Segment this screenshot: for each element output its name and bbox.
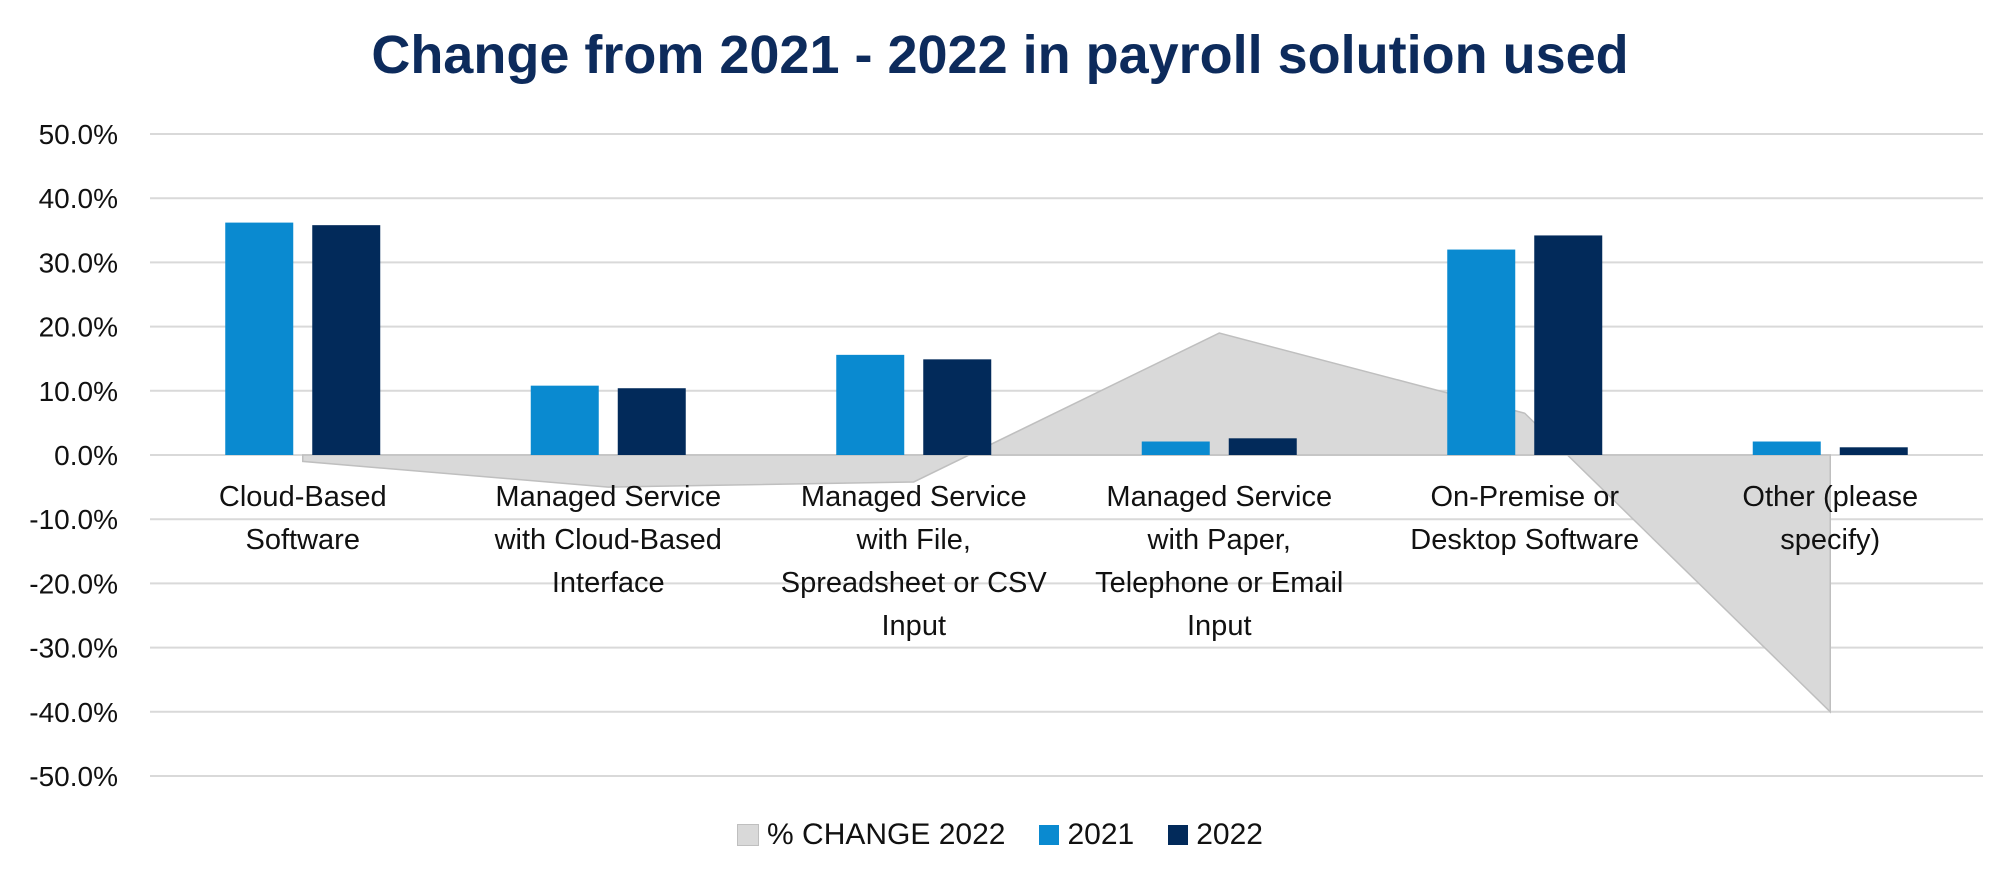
legend: % CHANGE 2022 2021 2022	[0, 818, 2000, 852]
x-category-label: Cloud-Based Software	[219, 481, 387, 556]
legend-label: 2021	[1067, 818, 1135, 851]
x-axis-labels: Cloud-Based Software Managed Service with C…	[219, 481, 1918, 642]
legend-swatch	[1039, 825, 1060, 845]
bar-2021	[1447, 249, 1516, 455]
bar-2022	[312, 225, 381, 455]
bar-2021	[1141, 441, 1210, 455]
legend-item: % CHANGE 2022	[737, 818, 1005, 852]
bar-series-layer	[225, 222, 1908, 455]
y-tick-label: 40.0%	[39, 183, 118, 214]
bar-2022	[1228, 438, 1297, 455]
y-tick-label: -10.0%	[29, 504, 118, 535]
y-tick-label: 10.0%	[39, 376, 118, 407]
y-tick-label: 30.0%	[39, 247, 118, 278]
bar-2021	[225, 222, 294, 455]
legend-swatch	[1168, 825, 1189, 845]
y-tick-label: -20.0%	[29, 568, 118, 599]
bar-2022	[923, 359, 992, 455]
y-axis-labels: 50.0% 40.0% 30.0% 20.0% 10.0% 0.0% -10.0% -20.0…	[29, 119, 118, 792]
legend-item: 2022	[1168, 818, 1263, 852]
bar-2022	[1534, 235, 1603, 455]
gridlines	[150, 133, 1983, 777]
y-tick-label: -30.0%	[29, 633, 118, 664]
y-tick-label: -50.0%	[29, 761, 118, 792]
x-category-label: Other (please specify)	[1742, 481, 1918, 556]
bar-2022	[617, 388, 686, 455]
bar-2021	[1752, 441, 1821, 455]
bar-2021	[836, 354, 905, 455]
bar-2022	[1839, 447, 1908, 455]
x-category-label: Managed Service with File, Spreadsheet or …	[781, 481, 1048, 642]
bar-2021	[530, 385, 599, 455]
y-tick-label: -40.0%	[29, 697, 118, 728]
x-category-label: Managed Service with Paper, Telephone or E…	[1095, 481, 1343, 642]
legend-item: 2021	[1039, 818, 1134, 852]
y-tick-label: 20.0%	[39, 312, 118, 343]
x-category-label: Managed Service with Cloud-Based Interface	[494, 481, 722, 599]
legend-label: 2022	[1196, 818, 1263, 851]
chart-title: Change from 2021 - 2022 in payroll solut…	[371, 25, 1629, 85]
y-tick-label: 50.0%	[39, 119, 118, 150]
x-category-label: On-Premise or Desktop Software	[1410, 481, 1639, 556]
legend-label: % CHANGE 2022	[767, 818, 1006, 851]
y-tick-label: 0.0%	[54, 440, 118, 471]
legend-swatch	[737, 824, 760, 846]
